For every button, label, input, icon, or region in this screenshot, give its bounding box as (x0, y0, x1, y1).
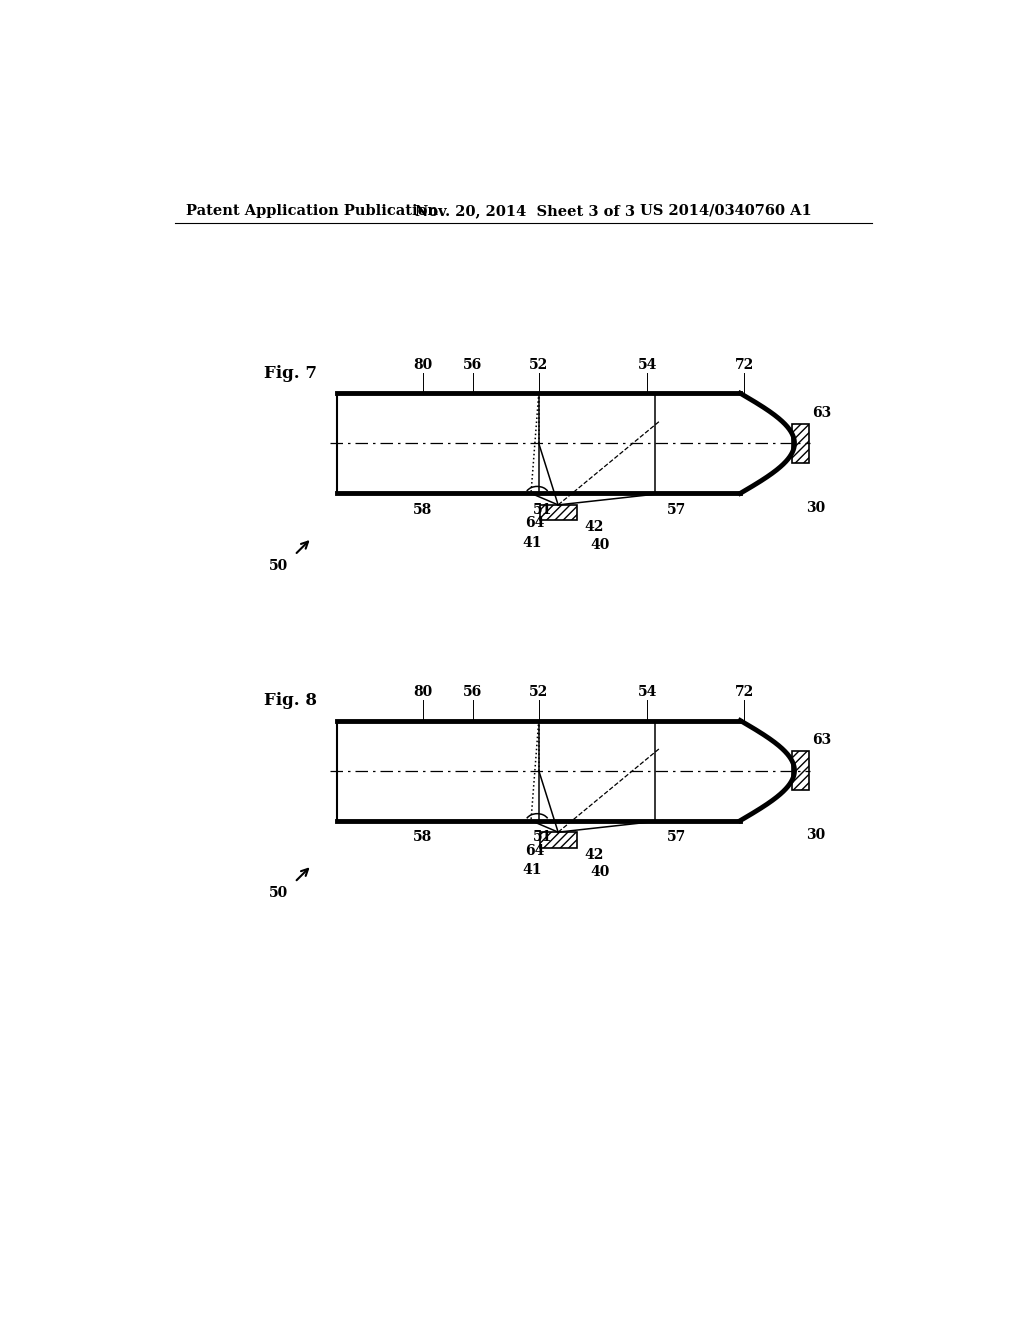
Bar (540, 832, 577, 847)
Text: US 2014/0340760 A1: US 2014/0340760 A1 (640, 203, 811, 218)
Text: 63: 63 (812, 734, 831, 747)
Text: 57: 57 (667, 503, 686, 516)
Text: Patent Application Publication: Patent Application Publication (186, 203, 438, 218)
Text: 40: 40 (590, 866, 609, 879)
Text: 56: 56 (463, 685, 482, 700)
Text: 41: 41 (522, 536, 542, 549)
Text: 72: 72 (734, 685, 754, 700)
Text: Nov. 20, 2014  Sheet 3 of 3: Nov. 20, 2014 Sheet 3 of 3 (415, 203, 635, 218)
Text: 42: 42 (584, 520, 603, 535)
Text: 51: 51 (532, 503, 552, 516)
Text: 80: 80 (413, 358, 432, 372)
Text: 42: 42 (584, 847, 603, 862)
Text: 64: 64 (525, 843, 545, 858)
Text: 52: 52 (529, 685, 549, 700)
Text: 64: 64 (525, 516, 545, 531)
Text: 54: 54 (638, 685, 657, 700)
Text: 51: 51 (532, 830, 552, 843)
Text: 58: 58 (413, 830, 432, 843)
Text: 80: 80 (413, 685, 432, 700)
Text: 57: 57 (667, 830, 686, 843)
Text: 40: 40 (590, 539, 609, 552)
Text: 56: 56 (463, 358, 482, 372)
Text: 63: 63 (812, 407, 831, 420)
Bar (793, 424, 809, 462)
Text: 72: 72 (734, 358, 754, 372)
Text: Fig. 8: Fig. 8 (263, 692, 316, 709)
Text: 30: 30 (806, 502, 825, 515)
Text: 50: 50 (269, 558, 289, 573)
Text: 41: 41 (522, 863, 542, 876)
Text: 58: 58 (413, 503, 432, 516)
Text: 52: 52 (529, 358, 549, 372)
Text: 30: 30 (806, 829, 825, 842)
Text: 50: 50 (269, 886, 289, 900)
Bar (540, 506, 577, 520)
Text: 54: 54 (638, 358, 657, 372)
Text: Fig. 7: Fig. 7 (263, 364, 316, 381)
Bar (793, 751, 809, 789)
